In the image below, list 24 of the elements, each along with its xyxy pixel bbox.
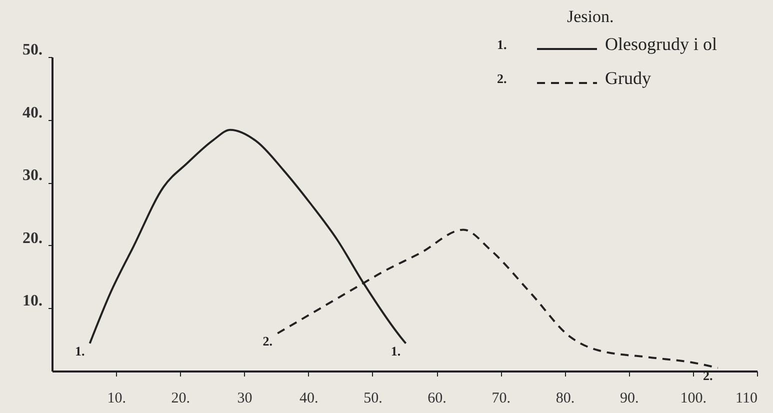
text: 1. bbox=[497, 37, 507, 52]
x-tick-label: 80. bbox=[556, 390, 575, 406]
y-tick-label: 30. bbox=[22, 167, 42, 184]
y-tick-label: 20. bbox=[22, 230, 42, 247]
legend-label: Olesogrudy i ol bbox=[605, 34, 717, 54]
y-tick-label: 10. bbox=[22, 292, 42, 310]
x-tick-label: 110 bbox=[736, 390, 758, 406]
x-tick-label: 60. bbox=[428, 390, 446, 406]
annotation: 1. bbox=[74, 343, 85, 358]
y-tick-label: 50. bbox=[22, 42, 42, 58]
legend-title: Jesion. bbox=[567, 7, 614, 26]
y-tick-label: 40. bbox=[22, 104, 42, 122]
x-tick-label: 100. bbox=[680, 390, 707, 406]
annotation: 1. bbox=[390, 343, 401, 358]
annotation: 2. bbox=[497, 71, 507, 86]
x-tick-label: 70. bbox=[492, 390, 511, 406]
x-tick-label: 50. bbox=[364, 390, 382, 406]
x-tick-label: 40. bbox=[299, 390, 318, 406]
x-tick-label: 90. bbox=[620, 390, 639, 406]
legend-label: Grudy bbox=[605, 68, 651, 88]
annotation: 2. bbox=[262, 333, 272, 348]
x-tick-label: 30 bbox=[237, 390, 252, 406]
x-tick-label: 10. bbox=[107, 390, 126, 406]
x-tick-label: 20. bbox=[171, 390, 190, 406]
